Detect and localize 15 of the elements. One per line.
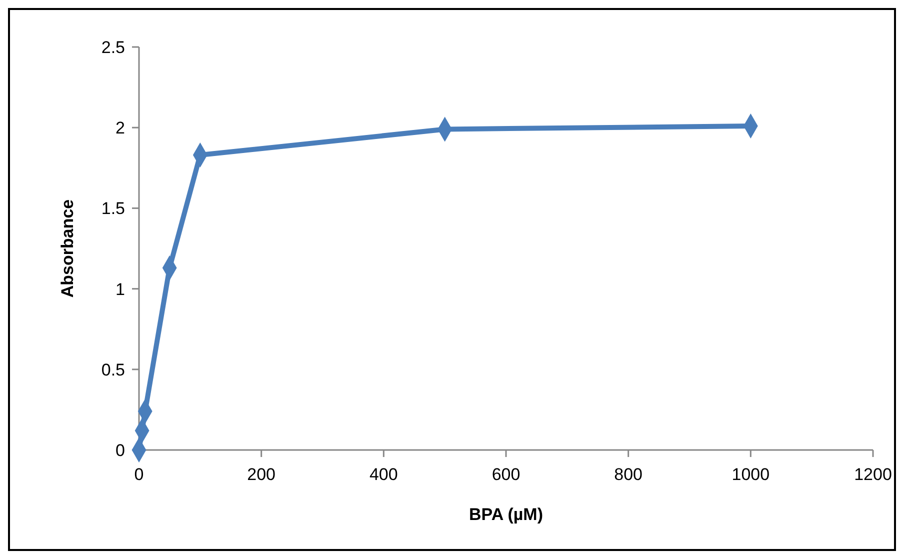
y-tick-label: 2 (116, 118, 125, 138)
y-tick-label: 0 (116, 440, 125, 460)
y-tick-label: 1.5 (101, 199, 125, 218)
x-axis-title: BPA (µM) (468, 505, 544, 524)
x-tick-label: 1200 (854, 465, 892, 484)
y-tick-label: 2.5 (101, 38, 125, 57)
x-tick-label: 400 (369, 465, 398, 484)
x-tick-label: 800 (614, 465, 643, 484)
y-tick-label: 0.5 (101, 360, 125, 380)
x-tick-label: 0 (134, 465, 144, 484)
x-tick-label: 200 (247, 465, 276, 484)
y-axis-title: Absorbance (58, 199, 77, 298)
x-tick-label: 1000 (732, 465, 770, 484)
y-tick-label: 1 (116, 280, 125, 299)
x-tick-label: 600 (492, 465, 520, 484)
